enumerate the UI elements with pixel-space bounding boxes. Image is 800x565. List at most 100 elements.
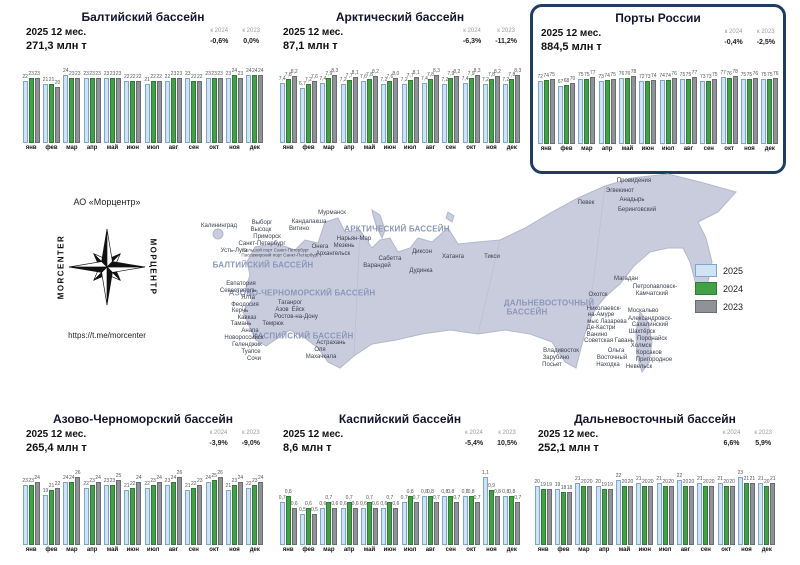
bar-column-2025: 75: [578, 64, 584, 144]
bar-column-2025: 24: [63, 465, 69, 545]
month-group: 24 25 26 окт: [205, 465, 223, 553]
logo-text-cyrillic: МОРЦЕНТР: [148, 239, 157, 296]
bar-column-2024: 74: [543, 64, 549, 144]
panel-caspian: Каспийский бассейн 2025 12 мес. 8,6 млн …: [275, 412, 525, 564]
bar-value-label: 0,8: [467, 488, 475, 495]
month-group: 7,2 7,7 8,1 июл: [401, 63, 420, 151]
bar-value-label: 23: [115, 71, 122, 78]
bar-group: 76 76 78: [619, 64, 636, 144]
legend-swatch-2025: [695, 264, 717, 277]
bar-value-label: 23: [22, 478, 28, 485]
bar-2023: [217, 78, 223, 143]
bar-column-2023: 18: [567, 465, 572, 545]
bar-2025: [83, 487, 89, 545]
bar-column-2025: 21: [717, 465, 723, 545]
bar-chart-russia-total: 72 74 75 янв 67 68 70 фев 75 75 77 мар 73 74 75 апр 76 76…: [533, 60, 783, 152]
bar-value-label: 23: [69, 71, 75, 78]
month-group: 23 23 23 окт: [205, 63, 223, 151]
bar-column-2024: 74: [604, 64, 610, 144]
bar-column-2023: 75: [712, 64, 718, 144]
bar-column-2025: 77: [720, 64, 726, 144]
bar-value-label: 21: [717, 476, 723, 483]
bar-2025: [225, 78, 231, 143]
bar-column-2024: 23: [110, 63, 115, 143]
bar-column-2025: 0,8: [421, 465, 428, 545]
bar-value-label: 19: [42, 488, 49, 495]
month-group: 75 75 76 дек: [761, 64, 779, 152]
bar-value-label: 23: [150, 478, 156, 485]
bar-column-2024: 20: [723, 465, 729, 545]
telegram-link[interactable]: https://t.me/morcenter: [68, 331, 146, 340]
bar-2023: [217, 477, 223, 545]
month-label: янв: [540, 146, 552, 152]
bar-group: 7,2 7,9 8,2: [441, 63, 460, 143]
month-group: 0,8 0,8 0,7 окт: [462, 465, 481, 553]
bar-column-2025: 22: [616, 465, 621, 545]
bar-group: 21 22 22: [144, 63, 162, 143]
bar-column-2024: 20: [581, 465, 587, 545]
bar-value-label: 18: [560, 484, 567, 491]
bar-chart-far-east: 20 19 19 янв 19 18 18 фев 21 20 20 мар 20 19 19 апр 22 20…: [530, 461, 780, 553]
bar-2024: [682, 486, 688, 545]
bar-value-label: 0,8: [284, 488, 292, 495]
bar-2025: [381, 84, 387, 143]
bar-2025: [615, 480, 621, 545]
bar-column-2025: 23: [185, 63, 191, 143]
bar-column-2023: 0,8: [493, 465, 501, 545]
bar-column-2023: 7,6: [311, 63, 318, 143]
bar-value-label: 0,8: [493, 488, 501, 495]
bar-column-2025: 72: [639, 64, 645, 144]
bar-2024: [305, 84, 311, 143]
bar-column-2025: 23: [165, 465, 170, 545]
month-label: ноя: [229, 547, 240, 553]
total-value: 271,3 млн т: [26, 40, 87, 52]
bar-2023: [115, 479, 121, 545]
bar-column-2025: 23: [22, 465, 28, 545]
bar-2025: [442, 495, 448, 545]
period-label: 2025 12 мес.: [26, 27, 87, 38]
bar-column-2023: 22: [156, 63, 162, 143]
bar-group: 0,8 0,8 0,7: [421, 465, 440, 545]
bar-value-label: 23: [205, 71, 211, 78]
bar-value-label: 24: [63, 68, 69, 75]
bar-2023: [590, 77, 596, 144]
bar-value-label: 20: [763, 479, 770, 486]
bar-column-2023: 24: [95, 465, 101, 545]
bar-2023: [237, 482, 243, 545]
bar-2023: [54, 86, 60, 143]
bar-value-label: 0,5: [311, 507, 318, 514]
bar-group: 21 20 20: [717, 465, 735, 545]
bar-2023: [691, 77, 697, 144]
bar-value-label: 77: [590, 70, 596, 77]
bar-2025: [740, 78, 746, 144]
bar-column-2024: 23: [110, 465, 115, 545]
bar-2025: [700, 80, 706, 144]
bar-column-2025: 7,2: [340, 63, 347, 143]
bar-column-2023: 0,7: [453, 465, 460, 545]
panel-title: Арктический бассейн: [335, 10, 465, 24]
month-label: сен: [188, 547, 199, 553]
bar-column-2025: 6,7: [299, 63, 306, 143]
period-label: 2025 12 мес.: [541, 28, 602, 39]
month-label: июл: [403, 547, 417, 553]
bar-2023: [352, 76, 358, 143]
bar-value-label: 76: [772, 70, 779, 77]
bar-group: 23 23 25: [104, 465, 121, 545]
bar-2023: [433, 501, 439, 545]
bar-column-2024: 0,7: [366, 465, 373, 545]
month-label: авг: [683, 146, 694, 152]
bar-2025: [124, 490, 130, 545]
bar-group: 7,2 7,7 8,1: [340, 63, 359, 143]
month-group: 21 23 24 ноя: [225, 465, 244, 553]
month-label: ноя: [229, 145, 240, 151]
month-group: 72 73 74 июн: [639, 64, 657, 152]
bar-column-2023: 8,2: [493, 63, 501, 143]
bar-2025: [103, 78, 109, 143]
month-label: мар: [66, 547, 78, 553]
bar-2025: [381, 508, 387, 545]
bar-column-2023: 23: [95, 63, 101, 143]
bar-2023: [352, 508, 358, 545]
bar-value-label: 8,2: [493, 69, 501, 76]
bar-value-label: 22: [156, 73, 162, 80]
month-label: апр: [86, 145, 98, 151]
